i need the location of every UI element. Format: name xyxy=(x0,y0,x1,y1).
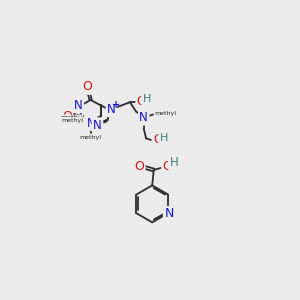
Text: N: N xyxy=(164,207,174,220)
Text: H: H xyxy=(142,94,151,104)
Text: O: O xyxy=(153,134,162,146)
Text: H: H xyxy=(169,156,178,169)
Text: methyl: methyl xyxy=(72,117,77,118)
Text: O: O xyxy=(137,95,146,108)
Text: N: N xyxy=(93,119,102,132)
Text: methyl: methyl xyxy=(61,116,85,122)
Text: N: N xyxy=(140,111,148,124)
Text: N: N xyxy=(87,116,96,130)
Text: +: + xyxy=(112,100,120,110)
Text: N: N xyxy=(107,103,116,116)
Text: O: O xyxy=(62,110,72,123)
Text: H: H xyxy=(160,134,168,143)
Text: methyl: methyl xyxy=(154,111,176,116)
Text: O: O xyxy=(163,160,172,172)
Text: methyl: methyl xyxy=(80,135,102,140)
Text: O: O xyxy=(134,160,144,172)
Text: methyl: methyl xyxy=(61,118,83,123)
Text: N: N xyxy=(74,99,83,112)
Text: O: O xyxy=(82,80,92,93)
Text: methyl: methyl xyxy=(74,116,79,118)
